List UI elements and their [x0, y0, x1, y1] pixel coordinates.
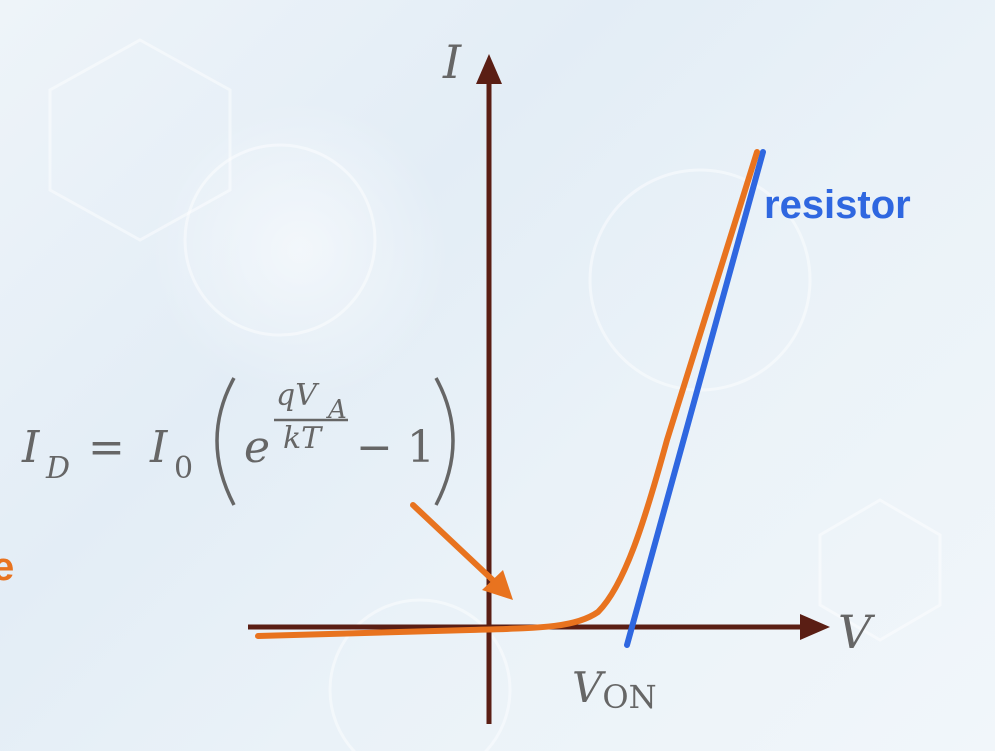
equation-rhs-i: I [149, 422, 169, 473]
cropped-label: e [0, 545, 14, 589]
x-axis-arrowhead [800, 614, 830, 640]
background-decoration [48, 38, 942, 751]
diode-equation: I D = I 0 e qV A kT − 1 [21, 377, 455, 506]
background-hexagon [48, 38, 232, 242]
equation-e: e [244, 422, 270, 473]
resistor-label: resistor [764, 183, 911, 227]
von-label: VON [572, 663, 657, 716]
equation-lhs-sub: D [45, 451, 70, 486]
x-axis-label: V [838, 605, 876, 659]
von-label-sub: ON [602, 678, 656, 716]
equation-left-paren [215, 377, 236, 506]
background-circle [328, 598, 512, 751]
equation-exp-num-sub: A [326, 395, 347, 425]
background-glow [150, 100, 450, 400]
equation-minus-one: − 1 [356, 422, 435, 473]
diode-curve [255, 149, 760, 639]
resistor-line [624, 149, 766, 648]
annotation-arrow [410, 502, 513, 600]
y-axis-arrowhead [476, 54, 502, 84]
equation-right-paren [434, 377, 455, 506]
equation-equals: = [88, 422, 125, 473]
von-label-main: V [572, 663, 606, 712]
equation-lhs-i: I [21, 422, 41, 473]
equation-rhs-sub: 0 [174, 451, 193, 486]
equation-exp-den: kT [283, 421, 323, 456]
background-hexagon [818, 498, 942, 642]
equation-exp-num: qV [276, 378, 320, 413]
y-axis-label: I [442, 35, 462, 89]
